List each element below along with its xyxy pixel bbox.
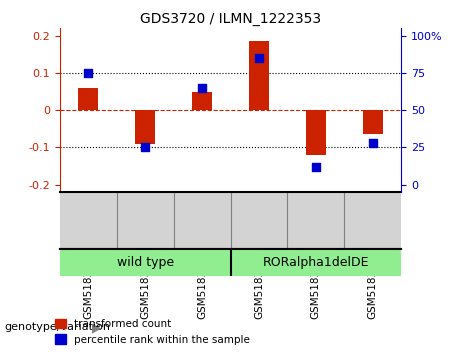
Bar xyxy=(363,110,383,135)
Bar xyxy=(192,92,212,110)
Bar xyxy=(249,41,269,110)
Bar xyxy=(306,110,326,155)
Point xyxy=(142,145,149,150)
Point xyxy=(198,85,206,91)
Text: genotype/variation: genotype/variation xyxy=(5,322,111,332)
Point xyxy=(369,140,376,146)
Point xyxy=(312,164,319,170)
Text: ▶: ▶ xyxy=(92,321,102,334)
Bar xyxy=(135,110,155,144)
Text: wild type: wild type xyxy=(117,256,174,269)
Point xyxy=(255,55,263,61)
Point xyxy=(85,70,92,76)
Text: RORalpha1delDE: RORalpha1delDE xyxy=(262,256,369,269)
Title: GDS3720 / ILMN_1222353: GDS3720 / ILMN_1222353 xyxy=(140,12,321,26)
Bar xyxy=(78,88,98,110)
Legend: transformed count, percentile rank within the sample: transformed count, percentile rank withi… xyxy=(51,315,254,349)
